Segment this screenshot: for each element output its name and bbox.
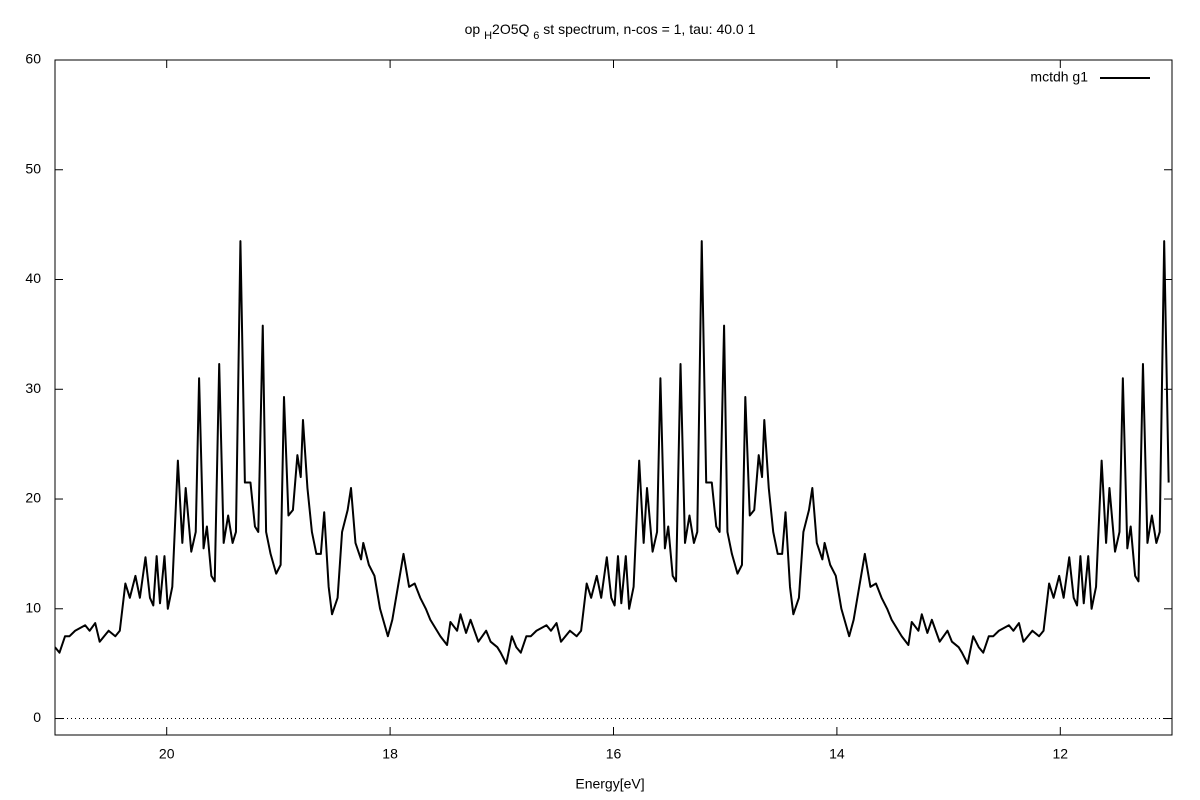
x-axis-label: Energy[eV] xyxy=(575,776,644,792)
y-tick-label: 40 xyxy=(25,270,41,286)
x-tick-label: 12 xyxy=(1053,746,1069,762)
series-line xyxy=(55,240,1170,665)
x-tick-label: 16 xyxy=(606,746,622,762)
y-tick-label: 10 xyxy=(25,599,41,615)
title-part: op xyxy=(465,21,484,37)
y-tick-label: 60 xyxy=(25,51,41,67)
title-part: st spectrum, n-cos = 1, tau: 40.0 1 xyxy=(539,21,755,37)
plot-frame xyxy=(54,59,1173,736)
y-tick-label: 0 xyxy=(33,709,41,725)
y-tick-label: 50 xyxy=(25,160,41,176)
legend-label: mctdh g1 xyxy=(1030,69,1088,85)
title-part: H xyxy=(484,30,492,42)
x-tick-label: 14 xyxy=(829,746,845,762)
x-tick-label: 18 xyxy=(382,746,398,762)
title-part: 6 xyxy=(533,30,539,42)
x-tick-label: 20 xyxy=(159,746,175,762)
title-part: 2O5Q xyxy=(492,21,533,37)
y-tick-label: 20 xyxy=(25,490,41,506)
y-tick-label: 30 xyxy=(25,380,41,396)
chart-title: op H2O5Q 6 st spectrum, n-cos = 1, tau: … xyxy=(465,21,756,42)
